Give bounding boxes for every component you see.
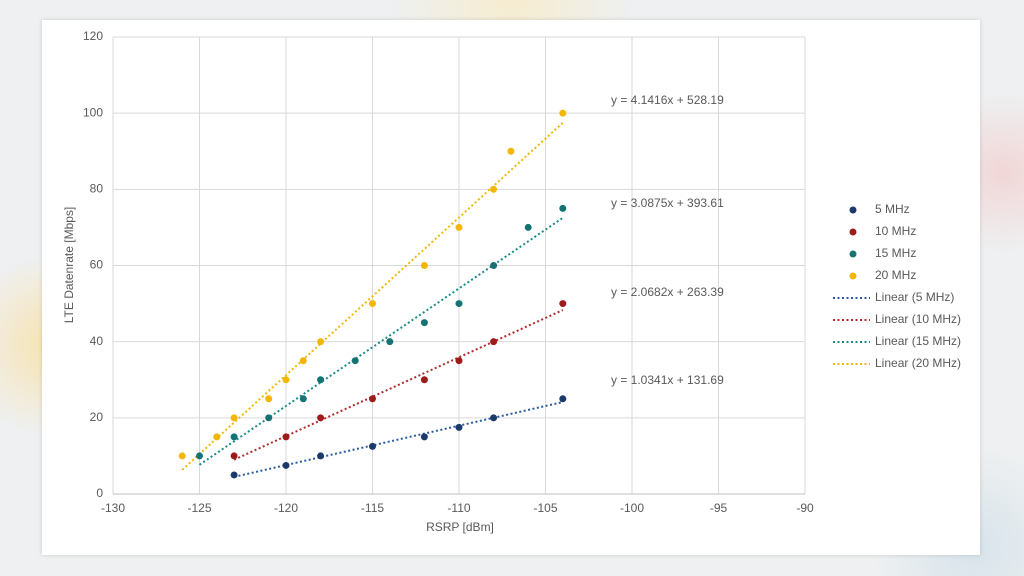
- legend-marker: [849, 206, 857, 214]
- trendline: [181, 122, 564, 471]
- legend-label: Linear (5 MHz): [875, 290, 954, 304]
- x-tick-label: -130: [101, 501, 125, 515]
- point: [351, 357, 359, 365]
- point: [559, 300, 567, 308]
- trendline-equation: y = 4.1416x + 528.19: [611, 93, 724, 107]
- point: [524, 223, 532, 231]
- point: [265, 414, 273, 422]
- point: [420, 376, 428, 384]
- point: [317, 452, 325, 460]
- legend-marker: [849, 228, 857, 236]
- point: [455, 300, 463, 308]
- y-tick-label: 100: [83, 105, 103, 119]
- chart-panel: [42, 20, 980, 555]
- trendline: [233, 401, 564, 478]
- legend-label: 20 MHz: [875, 268, 916, 282]
- point: [230, 414, 238, 422]
- y-tick-label: 120: [83, 29, 103, 43]
- legend-label: 10 MHz: [875, 224, 916, 238]
- trendline: [233, 309, 564, 461]
- legend-marker: [849, 250, 857, 258]
- point: [369, 300, 376, 308]
- point: [213, 433, 221, 441]
- x-tick-label: -90: [796, 501, 814, 515]
- legend-label: Linear (10 MHz): [875, 312, 961, 326]
- x-tick-label: -115: [361, 501, 384, 515]
- point: [455, 223, 463, 231]
- point: [490, 262, 498, 269]
- point: [420, 319, 428, 327]
- x-axis-title: RSRP [dBm]: [426, 520, 494, 534]
- y-tick-label: 20: [90, 410, 104, 424]
- trendline-equation: y = 2.0682x + 263.39: [611, 285, 724, 299]
- point: [490, 414, 498, 422]
- x-tick-label: -120: [274, 501, 298, 515]
- point: [196, 452, 203, 460]
- y-tick-label: 80: [90, 182, 104, 196]
- y-tick-label: 60: [90, 258, 104, 272]
- trendline-equation: y = 1.0341x + 131.69: [611, 373, 724, 387]
- point: [369, 442, 376, 450]
- point: [282, 461, 290, 469]
- y-tick-label: 0: [96, 486, 103, 500]
- x-tick-label: -105: [533, 501, 557, 515]
- point: [265, 395, 273, 403]
- legend-label: Linear (15 MHz): [875, 334, 961, 348]
- point: [559, 395, 567, 403]
- point: [559, 109, 567, 117]
- point: [230, 452, 238, 460]
- legend-label: 15 MHz: [875, 246, 916, 260]
- point: [317, 376, 325, 384]
- point: [490, 185, 498, 193]
- point: [420, 433, 428, 441]
- y-tick-label: 40: [90, 334, 104, 348]
- x-tick-label: -100: [620, 501, 644, 515]
- x-tick-label: -110: [447, 501, 470, 515]
- point: [299, 357, 307, 365]
- x-tick-label: -125: [187, 501, 211, 515]
- point: [490, 338, 498, 346]
- point: [507, 147, 515, 155]
- point: [420, 262, 428, 269]
- legend-marker: [849, 272, 857, 280]
- trendline: [198, 217, 564, 466]
- point: [455, 423, 463, 431]
- point: [369, 395, 376, 403]
- point: [282, 376, 290, 384]
- legend-label: 5 MHz: [875, 202, 910, 216]
- point: [559, 204, 567, 212]
- point: [455, 357, 463, 365]
- point: [386, 338, 394, 346]
- point: [282, 433, 290, 441]
- point: [230, 433, 238, 441]
- point: [299, 395, 307, 403]
- x-tick-label: -95: [710, 501, 728, 515]
- point: [317, 414, 325, 422]
- point: [178, 452, 186, 460]
- legend-label: Linear (20 MHz): [875, 356, 961, 370]
- point: [230, 471, 238, 479]
- y-axis-title: LTE Datenrate [Mbps]: [62, 207, 76, 324]
- point: [317, 338, 325, 346]
- trendline-equation: y = 3.0875x + 393.61: [611, 196, 724, 210]
